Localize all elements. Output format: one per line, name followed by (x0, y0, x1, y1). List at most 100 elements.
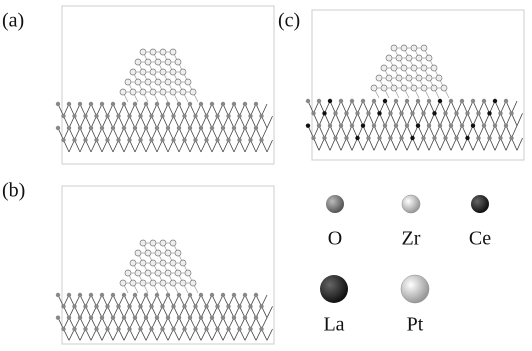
atom (165, 250, 171, 256)
atom (78, 315, 82, 319)
atom (89, 315, 93, 319)
atom (377, 111, 381, 115)
atom (150, 240, 156, 246)
atom (122, 293, 126, 297)
atom (443, 136, 447, 140)
atom (460, 123, 464, 127)
atom (405, 123, 409, 127)
atom (160, 240, 166, 246)
atom (149, 138, 153, 142)
atom (133, 102, 137, 106)
atom (372, 123, 376, 127)
atom (166, 102, 170, 106)
atom (166, 293, 170, 297)
atom (215, 304, 219, 308)
atom (438, 99, 442, 103)
atom (166, 315, 170, 319)
atom (160, 260, 166, 266)
atom (493, 123, 497, 127)
atom (237, 138, 241, 142)
atom (116, 327, 120, 331)
atom (122, 102, 126, 106)
atom (381, 65, 387, 71)
atom (175, 270, 181, 276)
atom (94, 114, 98, 118)
atom (150, 280, 156, 286)
atom (226, 304, 230, 308)
atom (175, 250, 181, 256)
atom (175, 79, 181, 85)
atom (185, 270, 191, 276)
atom (140, 240, 146, 246)
atom (210, 102, 214, 106)
atom (344, 111, 348, 115)
atom (140, 260, 146, 266)
atom (371, 85, 377, 91)
atom (144, 315, 148, 319)
atom (149, 327, 153, 331)
panel-label: (c) (278, 10, 300, 32)
atom (482, 99, 486, 103)
atom (72, 114, 76, 118)
atom (89, 126, 93, 130)
atom (199, 315, 203, 319)
atom (111, 315, 115, 319)
atom (190, 280, 196, 286)
atom (150, 49, 156, 55)
atom (133, 293, 137, 297)
atom (449, 99, 453, 103)
atom (421, 45, 427, 51)
atom (160, 89, 166, 95)
atom (130, 89, 136, 95)
atom (426, 75, 432, 81)
atom (160, 327, 164, 331)
atom (190, 89, 196, 95)
atom (89, 293, 93, 297)
atom (210, 126, 214, 130)
atom (306, 99, 310, 103)
atom (193, 327, 197, 331)
bond (267, 140, 273, 152)
atom (67, 315, 71, 319)
bond (267, 116, 273, 128)
atom (78, 126, 82, 130)
atom (243, 293, 247, 297)
atom (182, 304, 186, 308)
atom (391, 85, 397, 91)
atom (171, 138, 175, 142)
panel-frame (312, 10, 524, 160)
atom (144, 293, 148, 297)
atom (105, 138, 109, 142)
atom (431, 85, 437, 91)
atom (175, 59, 181, 65)
atom (145, 59, 151, 65)
atom (150, 260, 156, 266)
atom (432, 111, 436, 115)
atom (210, 315, 214, 319)
atom (248, 114, 252, 118)
atom (138, 304, 142, 308)
atom (177, 315, 181, 319)
atom (355, 111, 359, 115)
atom (180, 69, 186, 75)
atom (78, 293, 82, 297)
atom (421, 85, 427, 91)
atom (122, 315, 126, 319)
panels (56, 6, 524, 344)
atom (232, 126, 236, 130)
atom (165, 270, 171, 276)
atom (317, 99, 321, 103)
atom (487, 111, 491, 115)
atom (237, 304, 241, 308)
atom (471, 123, 475, 127)
atom (204, 138, 208, 142)
legend-sphere (402, 195, 420, 213)
atom (185, 79, 191, 85)
atom (376, 75, 382, 81)
atom (396, 75, 402, 81)
atom (138, 138, 142, 142)
atom (401, 65, 407, 71)
atom (427, 99, 431, 103)
atom (135, 270, 141, 276)
atom (355, 136, 359, 140)
